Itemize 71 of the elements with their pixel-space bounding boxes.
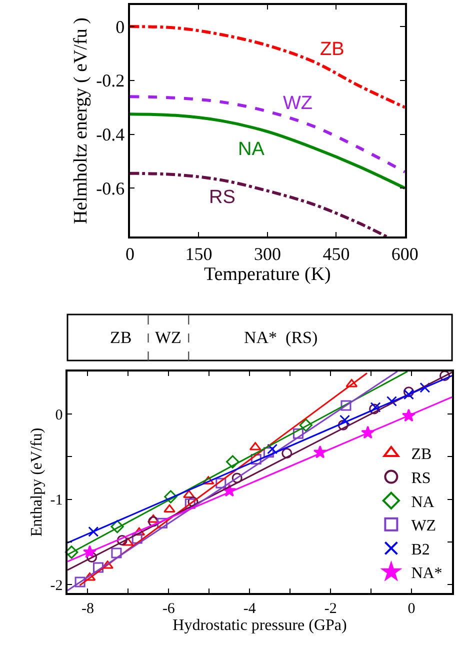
x-tick-label: 0 bbox=[408, 600, 416, 617]
point bbox=[86, 552, 98, 563]
point bbox=[386, 396, 397, 407]
x-tick-label: -6 bbox=[162, 600, 176, 617]
y-tick-label: -0.4 bbox=[96, 124, 125, 145]
point bbox=[250, 454, 262, 464]
text: NA* (RS) bbox=[244, 328, 318, 347]
series-label: NA bbox=[238, 139, 265, 160]
point bbox=[88, 526, 99, 537]
point bbox=[263, 447, 274, 458]
point bbox=[133, 527, 146, 536]
series-label: WZ bbox=[283, 93, 313, 114]
y-tick-label: 0 bbox=[116, 16, 125, 37]
point bbox=[346, 378, 358, 388]
point bbox=[64, 546, 78, 559]
line-series bbox=[130, 112, 405, 190]
point bbox=[340, 414, 350, 426]
line-series bbox=[130, 172, 388, 237]
legend-label: NA* bbox=[411, 565, 442, 582]
point bbox=[232, 472, 242, 484]
point bbox=[132, 533, 142, 544]
legend-label: ZB bbox=[411, 446, 432, 464]
legend-label: WZ bbox=[411, 518, 436, 535]
point bbox=[164, 504, 176, 513]
point bbox=[164, 490, 178, 504]
point bbox=[216, 478, 226, 488]
x-tick-label: 300 bbox=[254, 244, 281, 264]
x-tick-label: -2 bbox=[324, 600, 337, 617]
point bbox=[148, 516, 159, 527]
y-axis-title: Helmholtz energy ( eV/fu ) bbox=[70, 18, 92, 224]
point bbox=[440, 370, 450, 381]
point bbox=[111, 548, 122, 558]
point bbox=[226, 455, 240, 468]
x-tick-label: 600 bbox=[391, 244, 418, 264]
point bbox=[267, 444, 278, 454]
point bbox=[116, 534, 128, 546]
point bbox=[74, 576, 86, 588]
point bbox=[403, 386, 414, 398]
point bbox=[338, 420, 348, 430]
y-tick-label: -0.6 bbox=[96, 178, 125, 198]
text: ZB bbox=[110, 328, 132, 347]
series-label: ZB bbox=[320, 39, 344, 60]
point bbox=[184, 498, 196, 509]
point bbox=[282, 448, 292, 459]
point bbox=[110, 520, 124, 534]
legend-label: B2 bbox=[411, 541, 430, 558]
point bbox=[299, 418, 313, 432]
x-tick-label: -4 bbox=[243, 600, 256, 617]
line-series bbox=[130, 95, 405, 174]
text: WZ bbox=[155, 328, 182, 347]
x-tick-label: -8 bbox=[81, 600, 94, 617]
point bbox=[93, 562, 104, 573]
x-axis-title: Temperature (K) bbox=[204, 264, 331, 285]
point bbox=[292, 428, 304, 439]
x-axis-title: Hydrostatic pressure (GPa) bbox=[172, 616, 347, 634]
point bbox=[420, 382, 430, 393]
y-tick-label: -0.2 bbox=[96, 70, 125, 91]
line-series bbox=[130, 25, 405, 109]
point bbox=[340, 400, 352, 411]
y-tick-label: 0 bbox=[55, 407, 63, 424]
point bbox=[182, 490, 195, 498]
y-tick-label: -1 bbox=[50, 492, 63, 509]
x-tick-label: 150 bbox=[185, 244, 212, 264]
y-tick-label: -2 bbox=[50, 578, 63, 594]
point bbox=[156, 518, 168, 528]
series-label: RS bbox=[209, 187, 236, 208]
y-axis-title: Enthalpy (eV/fu) bbox=[28, 428, 46, 537]
legend-label: NA bbox=[411, 494, 435, 511]
x-tick-label: 450 bbox=[322, 244, 350, 264]
legend-label: RS bbox=[411, 470, 431, 488]
point bbox=[403, 389, 414, 400]
